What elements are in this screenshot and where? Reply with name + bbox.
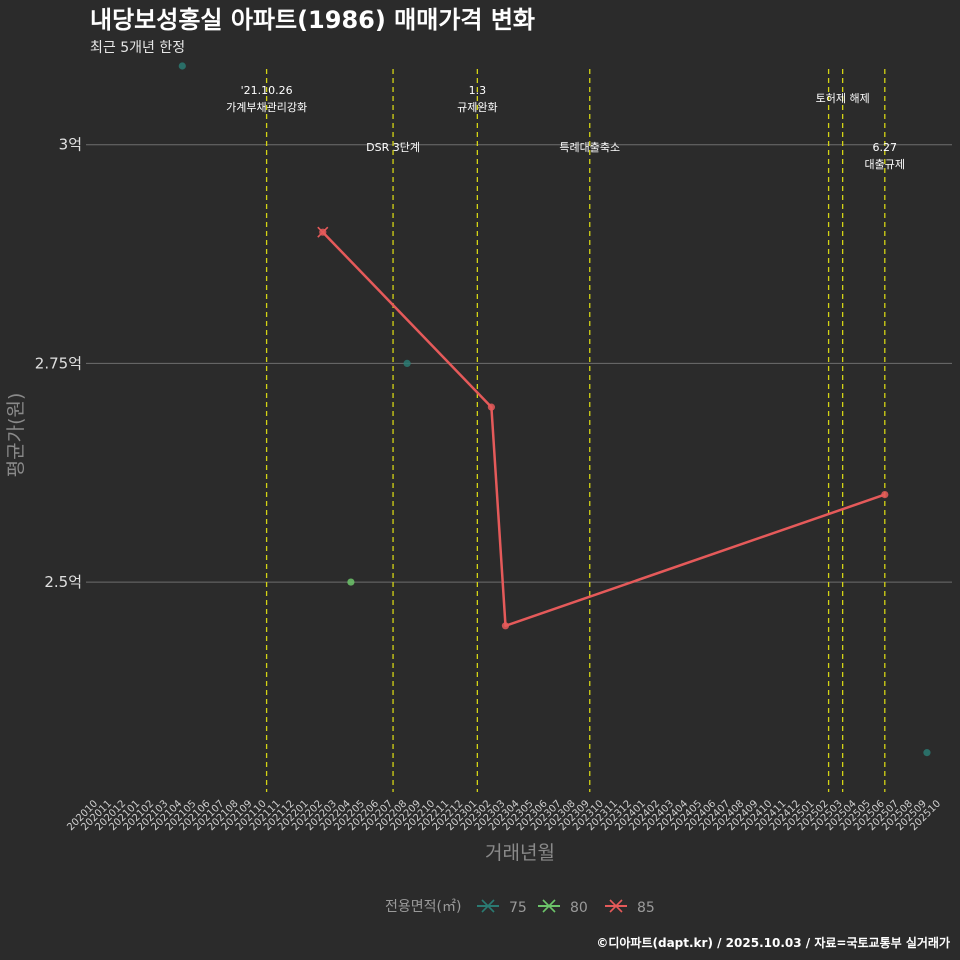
series-line-85 — [321, 231, 886, 628]
data-point-marker-85 — [317, 226, 329, 238]
data-point-75 — [923, 749, 931, 757]
event-label: DSR 3단계 — [366, 141, 420, 154]
event-label: 1.3 — [469, 84, 487, 97]
data-point-85 — [881, 491, 889, 499]
data-point-80 — [347, 578, 355, 586]
y-axis-title: 평균가(원) — [5, 393, 27, 478]
legend-title: 전용면적(㎡) — [385, 899, 461, 915]
x-tick-labels: 2020102020112020122021012021022021032021… — [65, 798, 943, 833]
legend-key-marker — [481, 899, 495, 913]
chart-subtitle: 최근 5개년 한정 — [90, 40, 185, 56]
event-label: 특례대출축소 — [559, 141, 620, 154]
legend-label: 80 — [570, 900, 588, 916]
y-gridlines — [86, 144, 952, 583]
legend-key-marker — [542, 899, 556, 913]
event-label: 가계부채관리강화 — [226, 101, 307, 114]
legend-label: 85 — [637, 900, 655, 916]
legend-key-marker — [609, 899, 623, 913]
event-label: 규제완화 — [457, 101, 497, 114]
legend: 전용면적(㎡) 75 80 85 — [385, 899, 655, 916]
data-point-85 — [501, 622, 510, 630]
event-label: '21.10.26 — [241, 84, 293, 97]
y-tick-label: 2.75억 — [35, 354, 82, 372]
chart-caption: ©디아파트(dapt.kr) / 2025.10.03 / 자료=국토교통부 실… — [596, 935, 950, 950]
y-tick-labels: 2.5억 2.75억 3억 — [35, 136, 82, 591]
x-axis-title: 거래년월 — [485, 842, 555, 864]
event-label: 6.27 — [873, 141, 898, 154]
data-point-75 — [403, 359, 411, 367]
legend-label: 75 — [509, 900, 527, 916]
chart-title: 내당보성홍실 아파트(1986) 매매가격 변화 — [90, 6, 535, 34]
data-series — [178, 62, 931, 757]
data-point-75 — [178, 62, 186, 70]
y-tick-label: 2.5억 — [44, 573, 82, 591]
event-label: 토허제 해제 — [816, 91, 870, 105]
y-tick-label: 3억 — [59, 136, 82, 154]
event-label: 대출규제 — [865, 158, 905, 171]
data-point-85 — [487, 403, 495, 411]
